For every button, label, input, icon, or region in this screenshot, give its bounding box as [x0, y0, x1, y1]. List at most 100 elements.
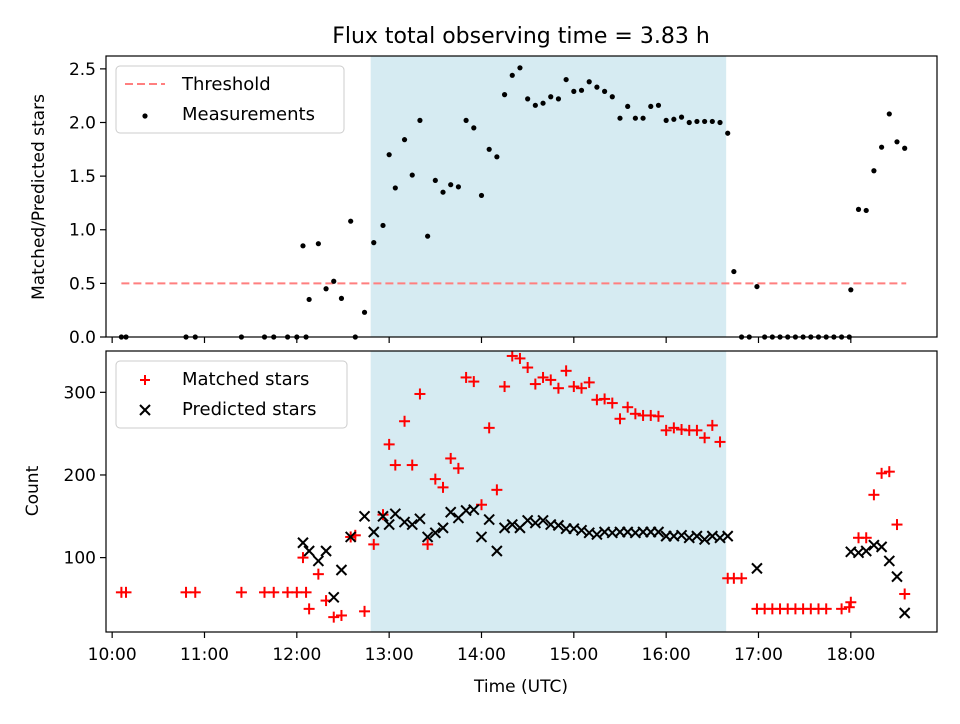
measurement-point [671, 116, 677, 122]
measurement-point [602, 88, 608, 94]
measurement-point [902, 145, 908, 151]
bottom-legend: Matched stars Predicted stars [115, 360, 348, 429]
top-x-axis [111, 337, 852, 343]
bottom-y-axis-label: Count [23, 465, 43, 516]
measurement-point [855, 206, 862, 212]
matched-star-point [120, 586, 132, 598]
predicted-star-point [358, 510, 371, 523]
predicted-star-point [389, 508, 402, 520]
matched-star-point [860, 532, 872, 544]
measurement-point [879, 144, 885, 150]
bottom-axes-frame [105, 350, 938, 633]
bottom-xtick-label: 12:00 [272, 645, 321, 665]
predicted-star-point [468, 503, 480, 516]
predicted-star-point [506, 518, 518, 531]
measurement-point [478, 192, 485, 199]
measurement-point [380, 222, 386, 229]
matched-star-point [699, 432, 711, 444]
matched-star-point [652, 410, 664, 422]
predicted-star-point [377, 510, 389, 523]
top-ytick-label: 2.5 [69, 60, 96, 80]
measurement-point [448, 182, 454, 188]
measurement-point [702, 118, 708, 125]
matched-star-point [499, 381, 511, 393]
matched-star-point [406, 459, 418, 471]
measurement-point [315, 241, 321, 247]
measurement-point [525, 96, 531, 102]
matched-star-point [691, 424, 703, 436]
predicted-star-point [475, 531, 488, 543]
matched-star-point [660, 424, 672, 436]
matched-star-point [268, 586, 280, 598]
measurement-point [306, 296, 312, 303]
predicted-star-point [675, 529, 688, 542]
predicted-star-point [652, 526, 665, 538]
measurement-point [486, 146, 492, 152]
bottom-xtick-label: 18:00 [826, 645, 875, 665]
top-ytick-label: 1.0 [69, 221, 96, 241]
bottom-xtick-label: 17:00 [734, 645, 783, 665]
predicted-star-point [860, 545, 872, 557]
measurement-point [555, 96, 562, 102]
measurement-point [578, 87, 585, 93]
measurement-point [501, 92, 508, 98]
matched-star-point [836, 603, 848, 615]
measurement-point [455, 184, 462, 190]
measurement-point [548, 94, 554, 100]
matched-star-point [460, 371, 472, 383]
bottom-x-axis-label: Time (UTC) [473, 677, 568, 697]
matched-star-point [606, 397, 618, 409]
measurement-point [509, 72, 515, 78]
predicted-star-point [335, 564, 348, 576]
matched-star-point [876, 467, 888, 479]
predicted-star-point [751, 562, 763, 575]
measurement-point [848, 287, 854, 293]
measurement-point [417, 117, 423, 123]
legend-matched-swatch [140, 375, 150, 385]
measurement-point [517, 65, 523, 71]
predicted-star-point [368, 526, 380, 538]
chart-title: Flux total observing time = 3.83 h [332, 24, 710, 49]
measurement-point [494, 154, 500, 160]
legend-measurements-swatch [142, 113, 148, 119]
predicted-star-point [529, 517, 542, 529]
matched-star-point [599, 393, 611, 405]
predicted-star-point [521, 514, 534, 527]
bottom-x-axis: 10:00 11:00 12:00 13:00 14:00 15:00 16:00 17:00… [88, 632, 875, 665]
matched-star-point [377, 509, 389, 521]
predicted-star-point [414, 513, 426, 525]
matched-star-point [291, 586, 303, 598]
measurement-point [540, 100, 546, 106]
bottom-panel: 100 200 300 10:00 11:00 12:00 13:00 14:00 15:00… [23, 350, 938, 697]
legend-measurements-label: Measurements [182, 104, 315, 125]
measurement-point [348, 218, 354, 224]
matched-star-point [899, 588, 911, 600]
measurement-point [871, 168, 877, 174]
matched-star-point [714, 436, 726, 448]
predicted-star-point [320, 545, 332, 557]
bottom-data-marks [115, 350, 911, 623]
matched-star-point [491, 484, 503, 496]
measurement-point [686, 119, 692, 126]
predicted-star-point [445, 506, 457, 518]
bottom-ytick-label: 300 [64, 383, 96, 403]
matched-star-point [368, 538, 380, 550]
bottom-xtick-label: 10:00 [88, 645, 137, 665]
predicted-star-point [498, 522, 511, 534]
matched-star-point [883, 466, 895, 478]
matched-star-point [614, 413, 626, 425]
measurement-point [586, 79, 592, 85]
matched-star-point [437, 481, 449, 493]
measurement-point [717, 119, 723, 126]
measurement-point [617, 115, 623, 121]
predicted-star-point [328, 591, 340, 603]
measurement-point [725, 130, 731, 136]
matched-star-point [422, 538, 434, 550]
matched-star-point [522, 362, 534, 374]
predicted-star-point [421, 531, 434, 543]
matched-star-point [303, 603, 315, 615]
matched-star-point [560, 365, 572, 377]
measurement-point [323, 286, 329, 292]
matched-star-point [820, 603, 832, 615]
